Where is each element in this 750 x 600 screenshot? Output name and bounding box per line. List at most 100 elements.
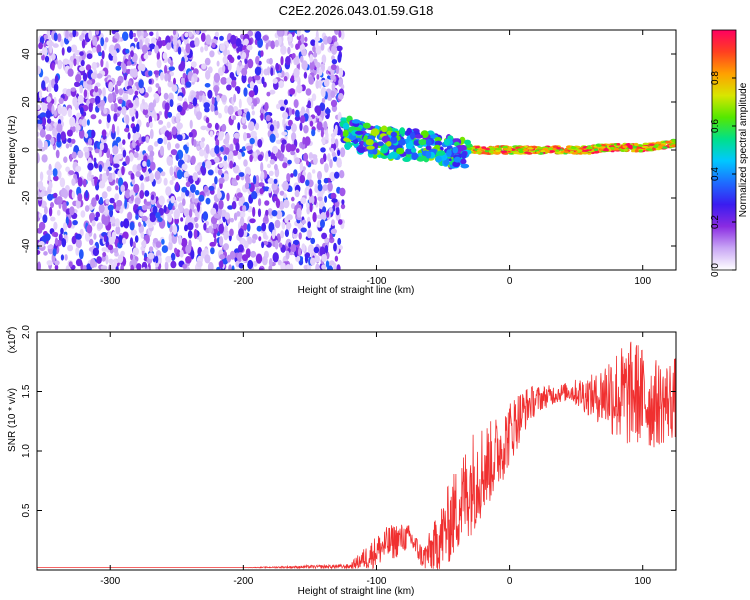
heatmap-cell: [106, 185, 112, 192]
heatmap-cell: [79, 34, 84, 42]
heatmap-cell: [189, 184, 196, 193]
heatmap-cell: [98, 180, 106, 189]
heatmap-cell: [251, 110, 255, 116]
heatmap-cell: [93, 233, 97, 240]
heatmap-cell: [545, 150, 550, 153]
heatmap-cell: [168, 66, 175, 71]
heatmap-cell: [158, 120, 164, 125]
heatmap-cell: [363, 122, 371, 129]
heatmap-cell: [117, 254, 124, 264]
heatmap-cell: [141, 240, 147, 248]
heatmap-cell: [216, 60, 220, 67]
heatmap-cell: [227, 62, 232, 72]
heatmap-cell: [176, 169, 183, 180]
heatmap-cell: [304, 187, 308, 198]
heatmap-cell: [94, 176, 98, 187]
heatmap-cell: [95, 211, 100, 218]
heatmap-cell: [255, 187, 260, 194]
heatmap-cell: [52, 127, 58, 137]
heatmap-cell: [218, 112, 222, 119]
heatmap-cell: [65, 216, 69, 226]
heatmap-cell: [149, 128, 154, 140]
heatmap-cell: [41, 80, 46, 90]
heatmap-cell: [289, 144, 297, 152]
heatmap-cell: [102, 87, 106, 98]
heatmap-cell: [176, 116, 180, 124]
heatmap-cell: [495, 151, 501, 155]
heatmap-cell: [85, 189, 89, 199]
heatmap-cell: [132, 133, 139, 141]
heatmap-cell: [273, 178, 278, 184]
heatmap-cell: [98, 148, 102, 158]
heatmap-cell: [207, 122, 213, 129]
heatmap-cell: [254, 74, 261, 81]
x-tick-label: -300: [100, 576, 120, 587]
heatmap-cell: [320, 130, 324, 138]
heatmap-cell: [262, 35, 269, 41]
heatmap-cell: [328, 260, 335, 266]
heatmap-cell: [255, 253, 263, 264]
heatmap-cell: [107, 204, 114, 211]
heatmap-cell: [268, 170, 274, 176]
heatmap-cell: [467, 147, 472, 151]
heatmap-cell: [108, 264, 112, 270]
heatmap-cell: [459, 144, 467, 152]
heatmap-cell: [122, 237, 127, 245]
heatmap-cell: [434, 137, 442, 142]
heatmap-cell: [272, 78, 278, 84]
heatmap-cell: [84, 133, 89, 139]
heatmap-cell: [237, 55, 241, 60]
x-tick-label: -300: [100, 276, 120, 287]
heatmap-cell: [288, 186, 293, 192]
heatmap-cell: [130, 46, 135, 52]
x-tick-label: -100: [366, 576, 386, 587]
heatmap-cell: [154, 44, 159, 54]
heatmap-cell: [302, 136, 306, 145]
heatmap-cell: [258, 182, 265, 187]
heatmap-cell: [253, 157, 258, 162]
heatmap-cell: [63, 189, 68, 199]
heatmap-cell: [147, 86, 153, 93]
heatmap-cell: [131, 115, 135, 122]
heatmap-cell: [218, 131, 225, 139]
heatmap-cell: [290, 43, 294, 49]
heatmap-cell: [90, 72, 98, 80]
heatmap-cell: [481, 151, 489, 155]
colorbar-tick-label: 0.2: [710, 215, 721, 229]
heatmap-cell: [191, 61, 197, 68]
heatmap-cell: [65, 88, 72, 97]
heatmap-cell: [82, 265, 87, 270]
heatmap-cell: [207, 261, 214, 270]
heatmap-cells: [37, 30, 676, 270]
heatmap-cell: [47, 83, 52, 93]
heatmap-cell: [134, 197, 141, 205]
heatmap-cell: [547, 147, 553, 151]
snr-ticks: -300 -200 -100 0 100 0.5 1.0 1.5 2.0: [21, 325, 676, 587]
heatmap-cell: [288, 37, 293, 42]
heatmap-cell: [39, 50, 44, 56]
heatmap-cell: [321, 137, 326, 145]
heatmap-cell: [178, 202, 184, 213]
heatmap-cell: [309, 60, 315, 71]
heatmap-cell: [86, 53, 93, 60]
heatmap-cell: [237, 152, 242, 160]
heatmap-cell: [166, 156, 173, 167]
heatmap-cell: [279, 190, 285, 196]
heatmap-cell: [434, 144, 441, 150]
heatmap-cell: [61, 237, 67, 248]
heatmap-cell: [355, 130, 364, 135]
heatmap-cell: [134, 235, 139, 243]
heatmap-cell: [258, 198, 262, 207]
heatmap-cell: [323, 177, 329, 184]
heatmap-cell: [52, 43, 59, 48]
heatmap-cell: [275, 132, 280, 139]
heatmap-cell: [42, 116, 47, 127]
heatmap-cell: [70, 44, 78, 53]
heatmap-cell: [222, 160, 228, 170]
heatmap-cell: [60, 227, 64, 235]
heatmap-cell: [290, 150, 296, 156]
heatmap-cell: [215, 137, 220, 148]
heatmap-cell: [527, 147, 534, 150]
